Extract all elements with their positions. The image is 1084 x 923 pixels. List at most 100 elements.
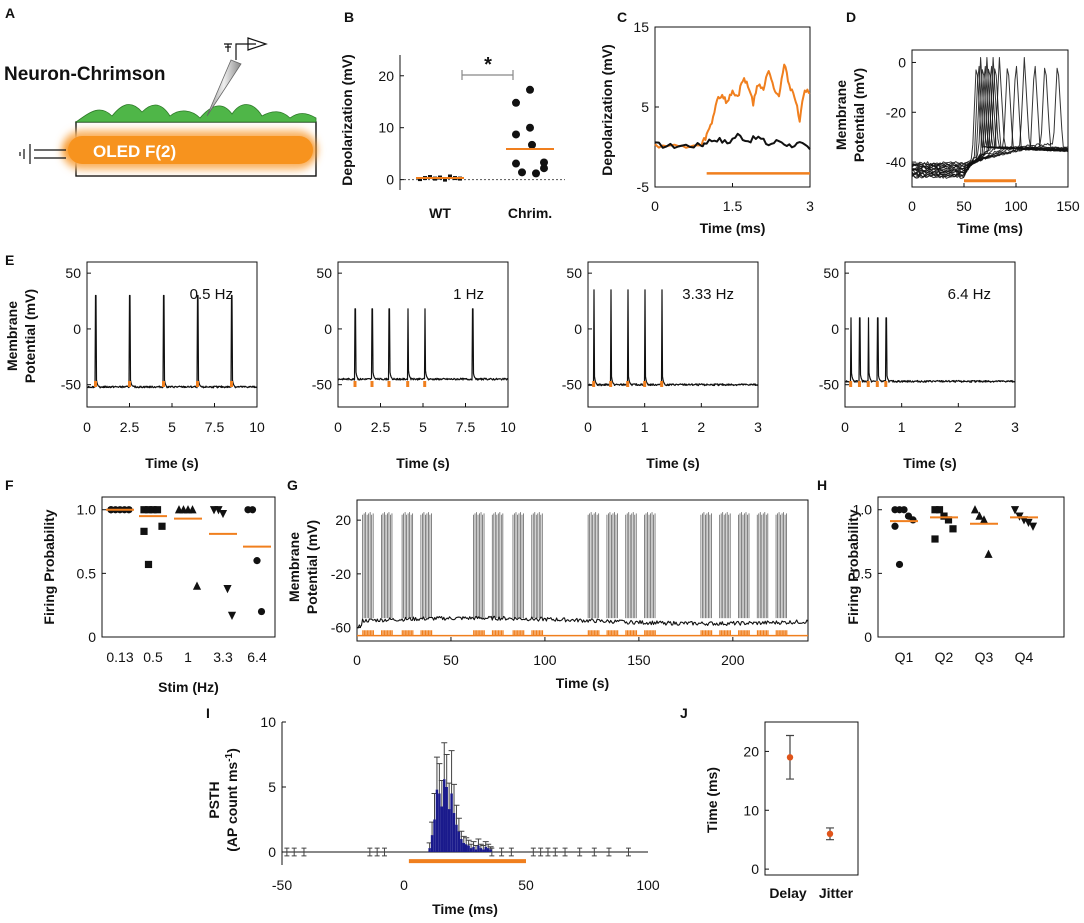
- i-sparse-errorbar: [301, 847, 307, 857]
- g-stim-pulse: [502, 630, 504, 636]
- f-xlabel: Stim (Hz): [158, 679, 219, 695]
- e2-ytick-label: -50: [312, 377, 332, 393]
- b-category-label: WT: [429, 205, 451, 221]
- b-wt-point: [443, 177, 447, 182]
- i-bar: [489, 849, 492, 852]
- g-stim-pulse: [421, 630, 424, 636]
- g-stim-pulse: [742, 630, 744, 636]
- f-point: [140, 506, 148, 514]
- g-stim-pulse: [540, 630, 542, 636]
- h-point: [984, 549, 993, 558]
- g-stim-pulse: [767, 630, 769, 636]
- e3-stim-pulse: [609, 381, 613, 387]
- i-sparse-errorbar: [606, 847, 612, 857]
- e1-stim-pulse: [162, 381, 165, 387]
- i-bar: [450, 793, 453, 852]
- g-stim-pulse: [617, 630, 619, 636]
- i-bar: [486, 848, 490, 852]
- i-sparse-errorbar: [591, 847, 597, 857]
- h-ytick-label: 0.5: [853, 565, 873, 581]
- e4-stim-pulse: [884, 381, 888, 387]
- f-point: [257, 607, 266, 616]
- g-stim-pulse: [532, 630, 535, 636]
- g-stim-pulse: [778, 630, 780, 636]
- i-errorbar: [463, 837, 470, 845]
- e4-xtick-label: 0: [841, 419, 849, 435]
- i-bar: [479, 848, 483, 852]
- b-chrim-point: [532, 169, 540, 178]
- e1-xtick-label: 0: [83, 419, 91, 435]
- g-stim-pulse: [703, 630, 705, 636]
- g-stim-pulse: [388, 630, 390, 636]
- panel-g-chart: 0 50 100 150 200 20 -20 -60 Time (s) Membrane Pote…: [286, 499, 809, 691]
- amplifier-icon: [224, 37, 268, 60]
- g-xtick-label: 100: [533, 652, 557, 668]
- g-stim-pulse: [518, 630, 520, 636]
- g-stim-pulse: [726, 630, 728, 636]
- power-supply-icon: [19, 144, 66, 164]
- b-chrim-point: [540, 164, 548, 173]
- i-bar: [447, 809, 451, 852]
- d-ytick-label: 0: [898, 54, 906, 70]
- g-stim-pulse: [534, 630, 536, 636]
- e3-ytick-label: 50: [566, 265, 582, 281]
- g-stim-pulse: [739, 630, 741, 636]
- b-chrim-point: [512, 98, 520, 107]
- e3-stim-pulse: [592, 381, 596, 387]
- g-stim-pulse: [412, 630, 414, 636]
- i-bar: [433, 819, 436, 852]
- i-errorbar: [455, 817, 462, 832]
- f-point: [253, 557, 261, 565]
- e1-stim-pulse: [196, 381, 199, 387]
- e3-trace: [587, 289, 759, 387]
- g-stim-pulse: [626, 630, 629, 636]
- e4-xtick-label: 2: [954, 419, 962, 435]
- e1-xtick-label: 7.5: [205, 419, 225, 435]
- g-stim-pulse: [423, 630, 425, 636]
- e3-xtick-label: 1: [641, 419, 649, 435]
- g-stim-pulse: [365, 630, 367, 636]
- panel-a-title: Neuron-Chrimson: [4, 64, 166, 85]
- e3-stim-pulse: [626, 381, 630, 387]
- g-stim-pulse: [729, 630, 732, 636]
- panel-letter-i: I: [206, 705, 210, 721]
- g-stim-pulse: [596, 630, 598, 636]
- g-stim-pulse: [589, 630, 591, 636]
- panel-letter-f: F: [5, 477, 14, 493]
- g-stim-pulse: [531, 630, 533, 636]
- g-stim-pulse: [614, 630, 616, 636]
- e4-axes-box: [844, 261, 1016, 408]
- h-point: [891, 522, 899, 530]
- g-stim-pulse: [491, 630, 494, 636]
- g-stim-pulse: [634, 630, 636, 636]
- panel-letter-a: A: [5, 5, 15, 21]
- j-ytick-label: 10: [743, 802, 759, 818]
- g-stim-pulse: [720, 630, 722, 636]
- i-errorbar: [443, 754, 450, 787]
- e3-ytick-label: 0: [574, 321, 582, 337]
- e4-stim-pulse: [875, 381, 879, 387]
- f-point: [140, 527, 148, 535]
- g-stim-pulse: [537, 630, 539, 636]
- g-stim-pulse: [635, 630, 638, 636]
- d-ytick-label: -20: [886, 104, 906, 120]
- e4-ytick-label: 0: [831, 321, 839, 337]
- g-ytick-label: 20: [335, 512, 351, 528]
- h-category-label: Q2: [935, 649, 954, 665]
- panel-letter-g: G: [287, 477, 298, 493]
- g-stim-pulse: [748, 630, 750, 636]
- e2-xlabel: Time (s): [396, 455, 449, 471]
- panel-e4-chart: 0 1 2 3 50 0 -50 Time (s) 6.4 Hz: [819, 261, 1019, 471]
- g-stim-pulse: [387, 630, 389, 636]
- b-ytick-label: 0: [386, 172, 394, 188]
- i-bar: [457, 831, 461, 852]
- e1-xtick-label: 10: [249, 419, 265, 435]
- i-bar: [430, 835, 434, 852]
- i-bar: [443, 779, 446, 852]
- g-stim-pulse: [651, 630, 653, 636]
- j-point: [786, 754, 794, 761]
- g-stim-pulse: [362, 630, 364, 636]
- g-stim-pulse: [474, 630, 476, 636]
- i-errorbar: [436, 763, 443, 794]
- g-stim-pulse: [404, 630, 406, 636]
